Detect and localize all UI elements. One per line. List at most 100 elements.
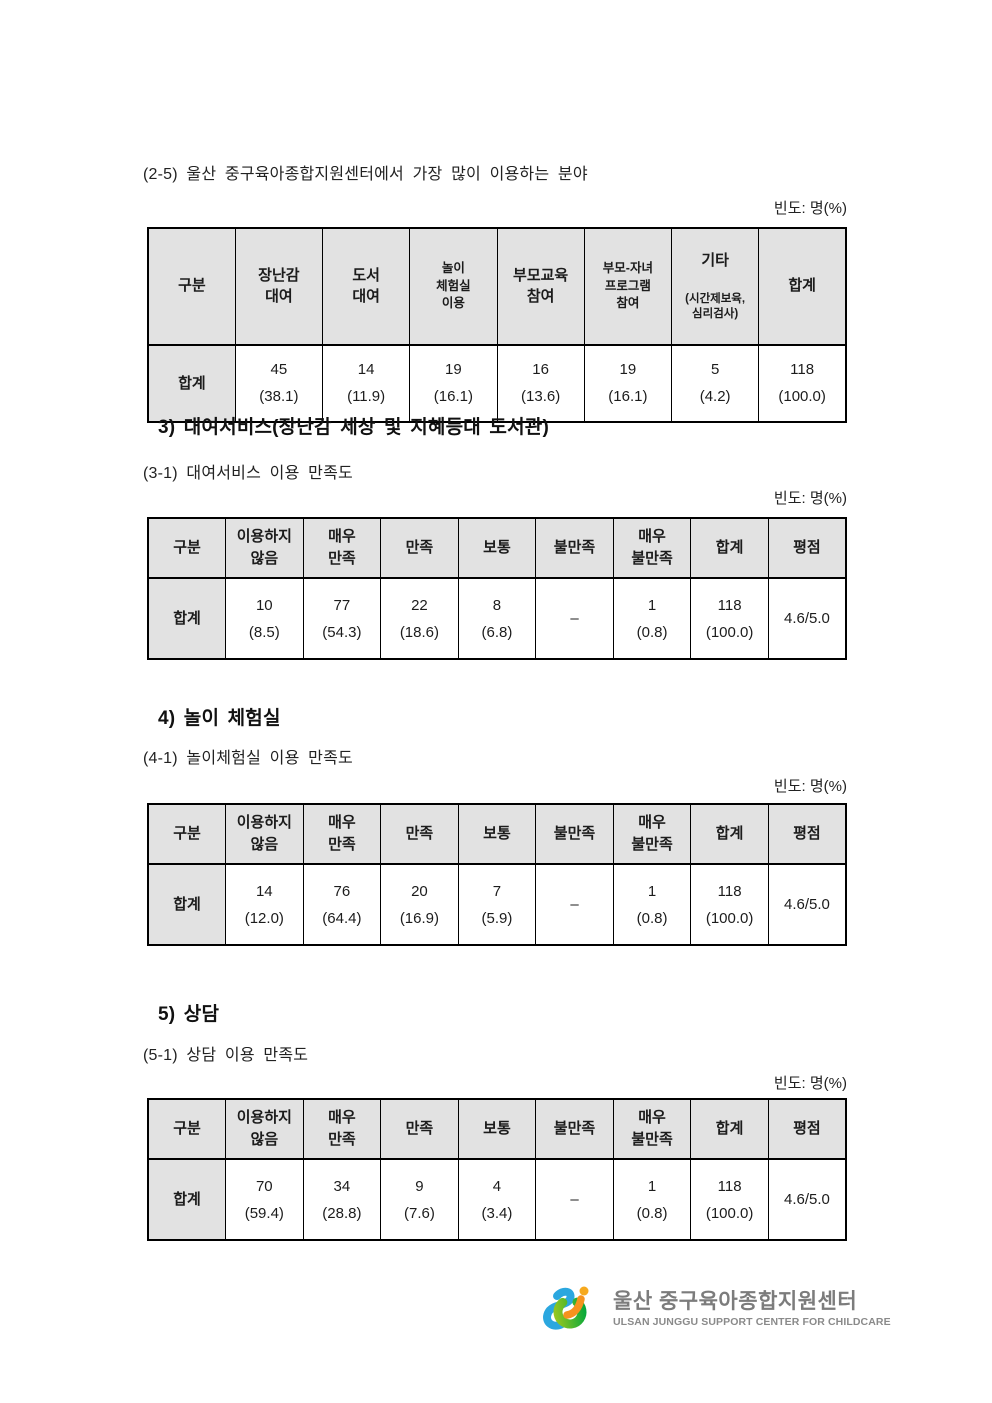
data-cell: 14 (11.9) <box>321 344 411 423</box>
col-header-not-used: 이용하지 않음 <box>225 517 304 579</box>
data-cell: 70 (59.4) <box>225 1158 304 1241</box>
data-cell: 7 (5.9) <box>457 863 537 946</box>
col-header-etc-title: 기타 <box>701 251 729 269</box>
col-header-very-satisfied: 매우 만족 <box>302 1098 382 1160</box>
data-cell: 8 (6.8) <box>457 577 537 660</box>
data-cell: 22 (18.6) <box>380 577 459 660</box>
satisfaction-data-row: 합계 14 (12.0) 76 (64.4) 20 (16.9) 7 (5.9) – 1… <box>147 863 847 946</box>
satisfaction-data-row: 합계 70 (59.4) 34 (28.8) 9 (7.6) 4 (3.4) – 1 (0… <box>147 1158 847 1241</box>
col-header-neutral: 보통 <box>457 1098 537 1160</box>
col-header-very-satisfied: 매우 만족 <box>302 517 382 579</box>
col-header-very-dissatisfied: 매우 불만족 <box>612 803 692 865</box>
freq-unit-label: 빈도: 명(%) <box>773 490 847 507</box>
col-header-very-satisfied: 매우 만족 <box>302 803 382 865</box>
data-cell-total: 118 (100.0) <box>690 577 769 660</box>
section-3-1-title: (3-1) 대여서비스 이용 만족도 <box>143 465 353 482</box>
org-logo-mark-icon <box>543 1286 589 1330</box>
satisfaction-header-row: 구분 이용하지 않음 매우 만족 만족 보통 불만족 매우 불만족 합계 평점 <box>147 803 847 865</box>
col-header-gubun: 구분 <box>147 227 236 346</box>
section-2-5-title: (2-5) 울산 중구육아종합지원센터에서 가장 많이 이용하는 분야 <box>143 166 588 183</box>
col-header-dissatisfied: 불만족 <box>535 1098 614 1160</box>
col-header-dissatisfied: 불만족 <box>535 803 614 865</box>
col-header-very-dissatisfied: 매우 불만족 <box>612 517 692 579</box>
col-header-satisfied: 만족 <box>380 803 459 865</box>
col-header-book-rental: 도서 대여 <box>321 227 411 346</box>
logo-person-head <box>579 1286 589 1296</box>
data-cell-total: 118 (100.0) <box>758 344 847 423</box>
satisfaction-header-row: 구분 이용하지 않음 매우 만족 만족 보통 불만족 매우 불만족 합계 평점 <box>147 1098 847 1160</box>
data-cell-dash: – <box>535 863 614 946</box>
freq-unit-label: 빈도: 명(%) <box>773 200 847 217</box>
counsel-satisfaction-table: 구분 이용하지 않음 매우 만족 만족 보통 불만족 매우 불만족 합계 평점 … <box>147 1098 847 1241</box>
col-header-toy-rental: 장난감 대여 <box>234 227 324 346</box>
section-5-1-title: (5-1) 상담 이용 만족도 <box>143 1047 309 1064</box>
data-cell: 1 (0.8) <box>612 1158 692 1241</box>
data-cell: 1 (0.8) <box>612 577 692 660</box>
data-cell-dash: – <box>535 1158 614 1241</box>
data-cell: 45 (38.1) <box>234 344 324 423</box>
org-logo-text: 울산 중구육아종합지원센터 ULSAN JUNGGU SUPPORT CENTE… <box>613 1290 891 1327</box>
org-name-english: ULSAN JUNGGU SUPPORT CENTER FOR CHILDCAR… <box>613 1315 891 1328</box>
row-label-total: 합계 <box>147 344 236 423</box>
section-3-heading: 3) 대여서비스(장난감 세상 및 지혜등대 도서관) <box>158 417 549 438</box>
data-cell-score: 4.6/5.0 <box>767 577 847 660</box>
freq-unit-label: 빈도: 명(%) <box>773 778 847 795</box>
col-header-total: 합계 <box>690 803 769 865</box>
col-header-score: 평점 <box>767 1098 847 1160</box>
col-header-total: 합계 <box>758 227 847 346</box>
rental-satisfaction-table: 구분 이용하지 않음 매우 만족 만족 보통 불만족 매우 불만족 합계 평점 … <box>147 517 847 660</box>
section-4-1-title: (4-1) 놀이체험실 이용 만족도 <box>143 750 353 767</box>
data-cell-score: 4.6/5.0 <box>767 863 847 946</box>
data-cell: 19 (16.1) <box>583 344 673 423</box>
row-label-total: 합계 <box>147 863 227 946</box>
data-cell: 77 (54.3) <box>302 577 382 660</box>
col-header-score: 평점 <box>767 517 847 579</box>
usage-table: 구분 장난감 대여 도서 대여 놀이 체험실 이용 부모교육 참여 부모-자녀 … <box>147 227 847 423</box>
data-cell: 14 (12.0) <box>225 863 304 946</box>
col-header-score: 평점 <box>767 803 847 865</box>
satisfaction-header-row: 구분 이용하지 않음 매우 만족 만족 보통 불만족 매우 불만족 합계 평점 <box>147 517 847 579</box>
col-header-gubun: 구분 <box>147 517 227 579</box>
col-header-dissatisfied: 불만족 <box>535 517 614 579</box>
logo-person-body <box>563 1295 585 1319</box>
col-header-total: 합계 <box>690 1098 769 1160</box>
col-header-not-used: 이용하지 않음 <box>225 803 304 865</box>
data-cell: 76 (64.4) <box>302 863 382 946</box>
data-cell: 1 (0.8) <box>612 863 692 946</box>
col-header-satisfied: 만족 <box>380 517 459 579</box>
data-cell: 4 (3.4) <box>457 1158 537 1241</box>
col-header-satisfied: 만족 <box>380 1098 459 1160</box>
data-cell: 16 (13.6) <box>496 344 585 423</box>
col-header-etc-subtitle: (시간제보육, 심리검사) <box>685 293 746 320</box>
col-header-gubun: 구분 <box>147 803 227 865</box>
col-header-neutral: 보통 <box>457 803 537 865</box>
data-cell: 34 (28.8) <box>302 1158 382 1241</box>
col-header-etc: 기타 (시간제보육, 심리검사) <box>670 227 760 346</box>
usage-table-header-row: 구분 장난감 대여 도서 대여 놀이 체험실 이용 부모교육 참여 부모-자녀 … <box>147 227 847 346</box>
col-header-parent-child-program: 부모-자녀 프로그램 참여 <box>583 227 673 346</box>
data-cell: 20 (16.9) <box>380 863 459 946</box>
data-cell-total: 118 (100.0) <box>690 1158 769 1241</box>
row-label-total: 합계 <box>147 577 227 660</box>
org-name-korean: 울산 중구육아종합지원센터 <box>613 1290 858 1314</box>
data-cell: 19 (16.1) <box>409 344 498 423</box>
col-header-total: 합계 <box>690 517 769 579</box>
usage-table-data-row: 합계 45 (38.1) 14 (11.9) 19 (16.1) 16 (13.6) 1… <box>147 344 847 423</box>
data-cell: 10 (8.5) <box>225 577 304 660</box>
col-header-parent-edu: 부모교육 참여 <box>496 227 585 346</box>
freq-unit-label: 빈도: 명(%) <box>773 1075 847 1092</box>
playroom-satisfaction-table: 구분 이용하지 않음 매우 만족 만족 보통 불만족 매우 불만족 합계 평점 … <box>147 803 847 946</box>
org-logo: 울산 중구육아종합지원센터 ULSAN JUNGGU SUPPORT CENTE… <box>536 1283 891 1335</box>
col-header-very-dissatisfied: 매우 불만족 <box>612 1098 692 1160</box>
section-4-heading: 4) 놀이 체험실 <box>158 708 281 729</box>
col-header-neutral: 보통 <box>457 517 537 579</box>
data-cell-score: 4.6/5.0 <box>767 1158 847 1241</box>
col-header-playroom: 놀이 체험실 이용 <box>409 227 498 346</box>
satisfaction-data-row: 합계 10 (8.5) 77 (54.3) 22 (18.6) 8 (6.8) – 1(… <box>147 577 847 660</box>
col-header-gubun: 구분 <box>147 1098 227 1160</box>
col-header-not-used: 이용하지 않음 <box>225 1098 304 1160</box>
data-cell-dash: – <box>535 577 614 660</box>
row-label-total: 합계 <box>147 1158 227 1241</box>
section-5-heading: 5) 상담 <box>158 1004 220 1025</box>
data-cell: 9 (7.6) <box>380 1158 459 1241</box>
